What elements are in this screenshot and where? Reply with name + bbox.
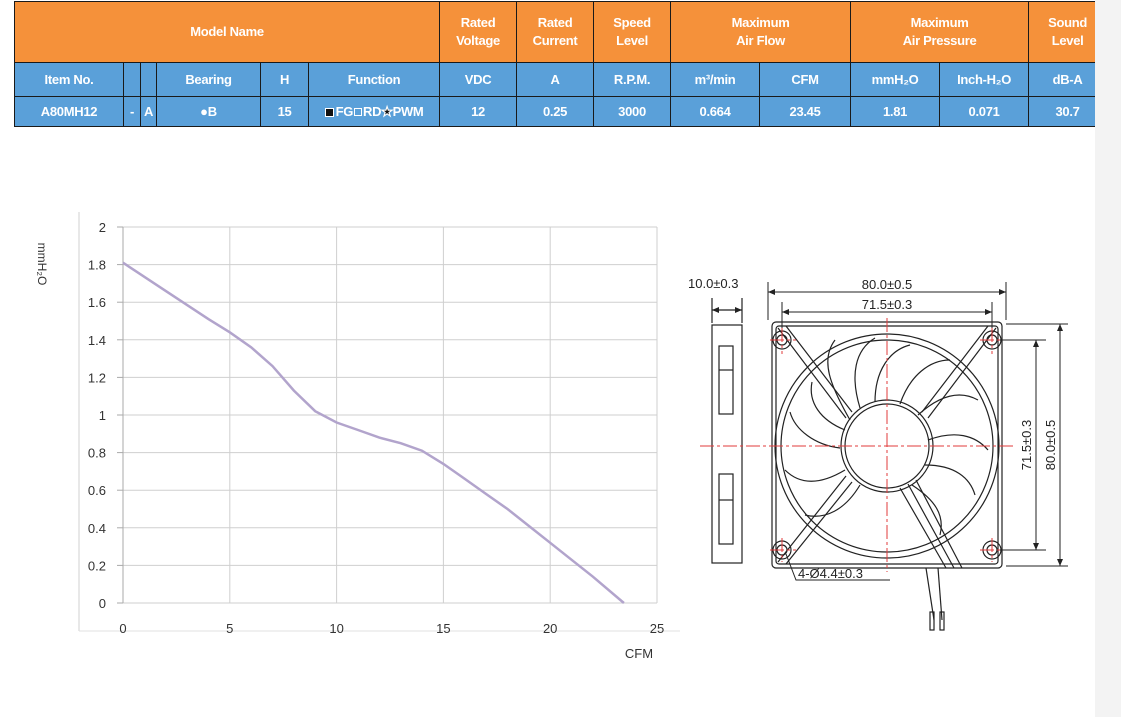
h-value: 15 [260, 96, 309, 127]
hole-dimension: 4-Ø4.4±0.3 [798, 566, 863, 581]
data-row: A80MH12 - A ●B 15 FG RD★PWM 12 0.25 3000 … [14, 96, 1108, 127]
x-tick-label: 0 [119, 621, 126, 636]
rated-voltage-header: Rated Voltage [439, 1, 518, 63]
chart-axes [78, 212, 680, 632]
a-unit: A [516, 62, 595, 97]
y-tick-label: 1.8 [88, 258, 106, 273]
dba-value: 30.7 [1028, 96, 1108, 127]
y-axis-label: mmH₂O [35, 243, 49, 286]
speed-level-header: Speed Level [593, 1, 672, 63]
chart-grid [122, 226, 658, 604]
dba-unit: dB-A [1028, 62, 1108, 97]
y-tick-label: 1.4 [88, 333, 106, 348]
max-air-pressure-header: Maximum Air Pressure [850, 1, 1030, 63]
y-tick-labels: 0 0.2 0.4 0.6 0.8 1 1.2 1.4 1.6 1.8 2 [88, 220, 106, 611]
side-view [711, 298, 743, 564]
a-value: 0.25 [516, 96, 595, 127]
m3min-unit: m³/min [670, 62, 761, 97]
units-row: Item No. Bearing H Function VDC A R.P.M.… [14, 62, 1108, 97]
dimension-lines [767, 282, 1068, 581]
x-tick-labels: 0 5 10 15 20 25 [119, 621, 664, 636]
function-label: Function [307, 62, 441, 97]
y-tick-label: 0.2 [88, 558, 106, 573]
header-row: Model Name Rated Voltage Rated Current Spe… [13, 1, 1108, 63]
y-tick-label: 1 [99, 408, 106, 423]
x-tick-label: 5 [226, 621, 233, 636]
filled-square-icon [324, 107, 334, 117]
rated-current-header: Rated Current [516, 1, 595, 63]
mmh2o-unit: mmH₂O [850, 62, 941, 97]
x-axis-label: CFM [625, 646, 653, 661]
inch-h2o-unit: Inch-H₂O [939, 62, 1030, 97]
y-tick-label: 0.8 [88, 446, 106, 461]
outer-height-dimension: 80.0±0.5 [1043, 420, 1058, 471]
y-tick-label: 1.6 [88, 295, 106, 310]
spec-table: Model Name Rated Voltage Rated Current Spe… [13, 1, 1108, 127]
vdc-value: 12 [439, 96, 518, 127]
hole-spacing-v-dimension: 71.5±0.3 [1019, 420, 1034, 471]
y-tick-label: 0 [99, 596, 106, 611]
item-no-value: A80MH12 [14, 96, 124, 127]
open-square-icon [354, 107, 363, 116]
y-tick-label: 0.6 [88, 483, 106, 498]
suffix-value: A [140, 96, 157, 127]
h-label: H [260, 62, 309, 97]
pq-curve-line [122, 261, 625, 604]
outer-width-dimension: 80.0±0.5 [862, 277, 913, 292]
x-tick-label: 15 [436, 621, 450, 636]
cfm-unit: CFM [759, 62, 852, 97]
x-tick-label: 10 [329, 621, 343, 636]
right-gutter [1095, 0, 1121, 717]
dash-value: - [123, 96, 141, 127]
thickness-dimension: 10.0±0.3 [688, 276, 739, 291]
m3min-value: 0.664 [670, 96, 761, 127]
bearing-label: Bearing [156, 62, 261, 97]
max-air-flow-header: Maximum Air Flow [670, 1, 852, 63]
y-tick-label: 2 [99, 220, 106, 235]
item-no-label: Item No. [14, 62, 124, 97]
bearing-value: ●B [156, 96, 261, 127]
center-lines [700, 318, 1015, 572]
rpm-value: 3000 [593, 96, 672, 127]
x-tick-label: 20 [543, 621, 557, 636]
star-icon: ★ [381, 103, 393, 119]
pq-curve-chart: 0 0.2 0.4 0.6 0.8 1 1.2 1.4 1.6 1.8 2 0 5 10 15 20 25 m… [35, 212, 680, 661]
y-tick-label: 0.4 [88, 521, 106, 536]
sound-level-header: Sound Level [1028, 1, 1108, 63]
fan-dimension-drawing: 10.0±0.3 [688, 276, 1068, 631]
x-tick-label: 25 [650, 621, 664, 636]
model-name-header: Model Name [13, 1, 441, 63]
hole-spacing-h-dimension: 71.5±0.3 [862, 297, 913, 312]
rpm-unit: R.P.M. [593, 62, 672, 97]
inch-h2o-value: 0.071 [939, 96, 1030, 127]
vdc-unit: VDC [439, 62, 518, 97]
y-tick-label: 1.2 [88, 370, 106, 385]
mmh2o-value: 1.81 [850, 96, 941, 127]
function-value: FG RD★PWM [307, 96, 441, 127]
cfm-value: 23.45 [759, 96, 852, 127]
